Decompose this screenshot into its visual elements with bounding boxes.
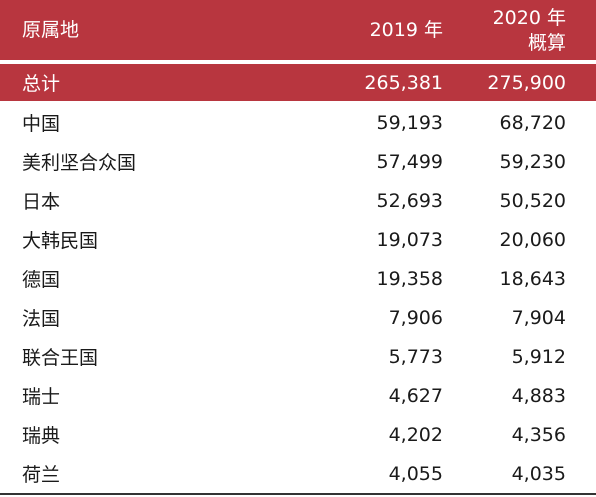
row-2020: 20,060 xyxy=(499,228,566,251)
header-origin: 原属地 xyxy=(22,19,80,41)
table-header: 原属地 2019 年 2020 年 概算 xyxy=(0,0,596,60)
table-row: 法国 7,906 7,904 xyxy=(0,298,596,337)
total-row: 总计 265,381 275,900 xyxy=(0,64,596,101)
total-label: 总计 xyxy=(22,73,61,95)
row-name: 德国 xyxy=(22,269,61,291)
row-2020: 7,904 xyxy=(511,306,566,329)
row-name: 大韩民国 xyxy=(22,230,99,252)
table-row: 中国 59,193 68,720 xyxy=(0,103,596,142)
row-2020: 4,356 xyxy=(511,423,566,446)
row-2020: 68,720 xyxy=(499,111,566,134)
row-2019: 4,055 xyxy=(388,462,443,485)
row-2020: 4,883 xyxy=(511,384,566,407)
row-2019: 7,906 xyxy=(388,306,443,329)
row-name: 荷兰 xyxy=(22,464,61,486)
row-name: 瑞士 xyxy=(22,386,61,408)
row-2020: 4,035 xyxy=(511,462,566,485)
row-name: 瑞典 xyxy=(22,425,61,447)
row-2020: 18,643 xyxy=(499,267,566,290)
row-2020: 50,520 xyxy=(499,189,566,212)
table-row: 瑞士 4,627 4,883 xyxy=(0,376,596,415)
total-2019: 265,381 xyxy=(364,71,443,94)
row-name: 中国 xyxy=(22,113,61,135)
total-2020: 275,900 xyxy=(487,71,566,94)
row-2020: 5,912 xyxy=(511,345,566,368)
table-row: 日本 52,693 50,520 xyxy=(0,181,596,220)
row-2019: 57,499 xyxy=(376,150,443,173)
row-name: 联合王国 xyxy=(22,347,99,369)
table-row: 联合王国 5,773 5,912 xyxy=(0,337,596,376)
header-divider xyxy=(0,61,596,63)
table-row: 美利坚合众国 57,499 59,230 xyxy=(0,142,596,181)
row-2019: 59,193 xyxy=(376,111,443,134)
row-name: 法国 xyxy=(22,308,61,330)
header-2019: 2019 年 xyxy=(369,19,443,41)
row-2019: 4,627 xyxy=(388,384,443,407)
row-2019: 52,693 xyxy=(376,189,443,212)
table-row: 瑞典 4,202 4,356 xyxy=(0,415,596,454)
header-2020-year: 2020 年 xyxy=(492,7,566,29)
table-row: 德国 19,358 18,643 xyxy=(0,259,596,298)
header-2020: 2020 年 概算 xyxy=(493,6,566,56)
table-row: 荷兰 4,055 4,035 xyxy=(0,454,596,493)
row-2019: 19,358 xyxy=(376,267,443,290)
row-2020: 59,230 xyxy=(499,150,566,173)
header-2020-estimate: 概算 xyxy=(527,32,566,54)
table-row: 大韩民国 19,073 20,060 xyxy=(0,220,596,259)
bottom-rule xyxy=(0,493,596,495)
row-2019: 19,073 xyxy=(376,228,443,251)
row-2019: 4,202 xyxy=(388,423,443,446)
row-2019: 5,773 xyxy=(388,345,443,368)
row-name: 日本 xyxy=(22,191,61,213)
row-name: 美利坚合众国 xyxy=(22,152,137,174)
